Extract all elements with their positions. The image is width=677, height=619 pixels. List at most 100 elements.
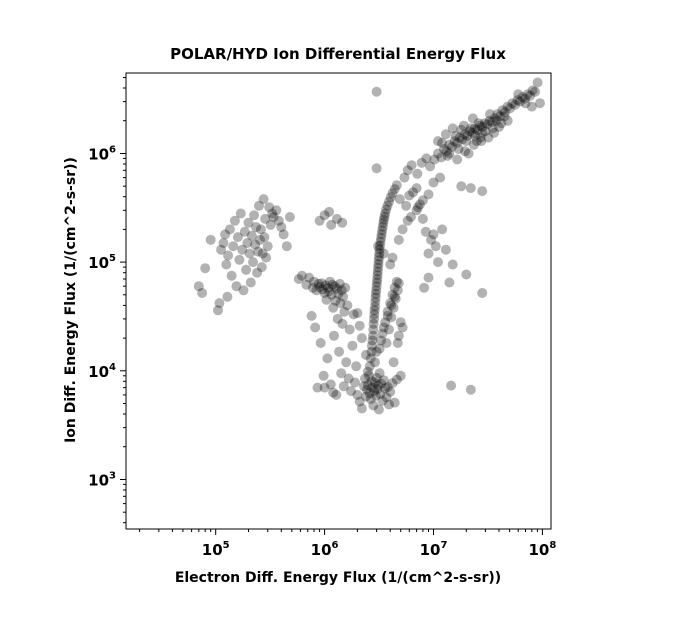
data-point bbox=[276, 222, 287, 233]
data-point bbox=[382, 306, 393, 317]
data-point bbox=[252, 267, 263, 278]
data-point bbox=[437, 137, 448, 148]
data-point bbox=[467, 113, 478, 124]
data-point bbox=[465, 183, 476, 194]
data-point bbox=[406, 160, 417, 171]
y-tick-label: 104 bbox=[88, 362, 116, 381]
data-point bbox=[378, 375, 389, 386]
data-point bbox=[412, 168, 423, 179]
data-point bbox=[428, 177, 439, 188]
data-point bbox=[397, 322, 408, 333]
data-point bbox=[281, 241, 292, 252]
data-point bbox=[325, 379, 336, 390]
data-point bbox=[426, 234, 437, 245]
data-point bbox=[372, 274, 383, 284]
data-point bbox=[378, 248, 389, 259]
data-point bbox=[346, 386, 357, 397]
data-point bbox=[480, 126, 491, 137]
data-point bbox=[489, 127, 500, 138]
data-point bbox=[456, 124, 467, 135]
data-points bbox=[193, 77, 545, 415]
data-point bbox=[337, 318, 348, 329]
data-point bbox=[444, 148, 455, 159]
data-point bbox=[361, 349, 371, 360]
data-point bbox=[433, 148, 443, 159]
data-point bbox=[492, 109, 503, 120]
data-point bbox=[405, 212, 416, 222]
data-point bbox=[323, 282, 334, 293]
data-point bbox=[362, 380, 373, 390]
data-point bbox=[387, 378, 398, 389]
data-point bbox=[369, 386, 380, 397]
data-point bbox=[436, 152, 447, 163]
data-point bbox=[312, 382, 323, 393]
data-point bbox=[352, 389, 363, 400]
data-point bbox=[243, 217, 254, 228]
data-point bbox=[380, 208, 391, 219]
data-point bbox=[496, 118, 507, 129]
data-point bbox=[397, 224, 408, 235]
data-point bbox=[278, 229, 289, 240]
data-point bbox=[374, 343, 385, 354]
data-point bbox=[324, 206, 335, 217]
data-point bbox=[374, 368, 385, 379]
data-point bbox=[376, 229, 387, 240]
data-point bbox=[249, 210, 260, 221]
data-point bbox=[356, 333, 367, 344]
data-point bbox=[395, 370, 406, 381]
data-point bbox=[371, 346, 382, 357]
data-point bbox=[373, 255, 384, 266]
data-point bbox=[364, 361, 375, 372]
data-point bbox=[440, 129, 451, 140]
data-point bbox=[423, 272, 434, 283]
data-point bbox=[253, 246, 264, 257]
x-tick-label: 105 bbox=[202, 540, 230, 559]
data-point bbox=[326, 219, 337, 230]
x-tick-label: 107 bbox=[420, 540, 448, 559]
data-point bbox=[363, 370, 374, 381]
data-point bbox=[373, 380, 384, 391]
data-point bbox=[336, 285, 347, 296]
data-point bbox=[368, 318, 379, 329]
data-point bbox=[371, 277, 382, 288]
data-point bbox=[297, 270, 307, 281]
data-point bbox=[255, 234, 265, 245]
data-point bbox=[369, 309, 380, 320]
data-point bbox=[452, 154, 463, 165]
data-point bbox=[310, 322, 321, 333]
data-point bbox=[425, 161, 436, 172]
data-point bbox=[482, 119, 493, 130]
data-point bbox=[430, 241, 441, 252]
data-point bbox=[213, 305, 223, 316]
data-point bbox=[377, 395, 388, 406]
data-point bbox=[384, 399, 394, 410]
data-point bbox=[402, 215, 413, 226]
data-point bbox=[371, 86, 382, 97]
data-point bbox=[421, 153, 432, 164]
data-point bbox=[372, 266, 383, 277]
data-point bbox=[437, 224, 448, 235]
data-point bbox=[366, 346, 377, 357]
data-point bbox=[385, 386, 396, 397]
data-point bbox=[429, 154, 440, 165]
data-point bbox=[507, 98, 518, 109]
data-point bbox=[391, 276, 402, 287]
data-point bbox=[375, 389, 386, 400]
data-point bbox=[347, 340, 358, 351]
data-point bbox=[245, 277, 256, 288]
data-point bbox=[485, 109, 495, 120]
data-point bbox=[301, 279, 312, 290]
data-point bbox=[330, 295, 341, 306]
data-point bbox=[484, 115, 495, 126]
data-point bbox=[366, 376, 377, 387]
data-point bbox=[467, 127, 478, 138]
data-point bbox=[267, 208, 278, 219]
data-point bbox=[373, 241, 384, 252]
data-point bbox=[377, 225, 388, 236]
data-point bbox=[352, 308, 363, 318]
plot-area-frame bbox=[125, 72, 552, 530]
y-axis-label: Ion Diff. Energy Flux (1/(cm^2-s-sr)) bbox=[63, 157, 79, 443]
data-point bbox=[197, 288, 208, 298]
data-point bbox=[428, 229, 439, 240]
data-point bbox=[366, 340, 377, 351]
